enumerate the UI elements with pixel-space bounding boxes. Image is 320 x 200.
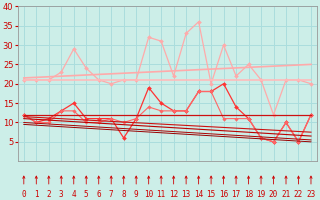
Text: 17: 17 xyxy=(231,190,241,199)
Text: 8: 8 xyxy=(121,190,126,199)
Text: 0: 0 xyxy=(21,190,26,199)
Text: 4: 4 xyxy=(71,190,76,199)
Text: 5: 5 xyxy=(84,190,89,199)
Text: 20: 20 xyxy=(269,190,278,199)
Text: 22: 22 xyxy=(294,190,303,199)
Text: 19: 19 xyxy=(256,190,266,199)
Text: 6: 6 xyxy=(96,190,101,199)
Text: 13: 13 xyxy=(181,190,191,199)
Text: 21: 21 xyxy=(281,190,291,199)
Text: 12: 12 xyxy=(169,190,178,199)
Text: 1: 1 xyxy=(34,190,39,199)
Text: 10: 10 xyxy=(144,190,153,199)
Text: 11: 11 xyxy=(156,190,166,199)
Text: 15: 15 xyxy=(206,190,216,199)
Text: 18: 18 xyxy=(244,190,253,199)
Text: 9: 9 xyxy=(134,190,139,199)
Text: 16: 16 xyxy=(219,190,228,199)
Text: 23: 23 xyxy=(306,190,316,199)
Text: 14: 14 xyxy=(194,190,203,199)
Text: 3: 3 xyxy=(59,190,64,199)
Text: 7: 7 xyxy=(109,190,114,199)
Text: 2: 2 xyxy=(46,190,51,199)
